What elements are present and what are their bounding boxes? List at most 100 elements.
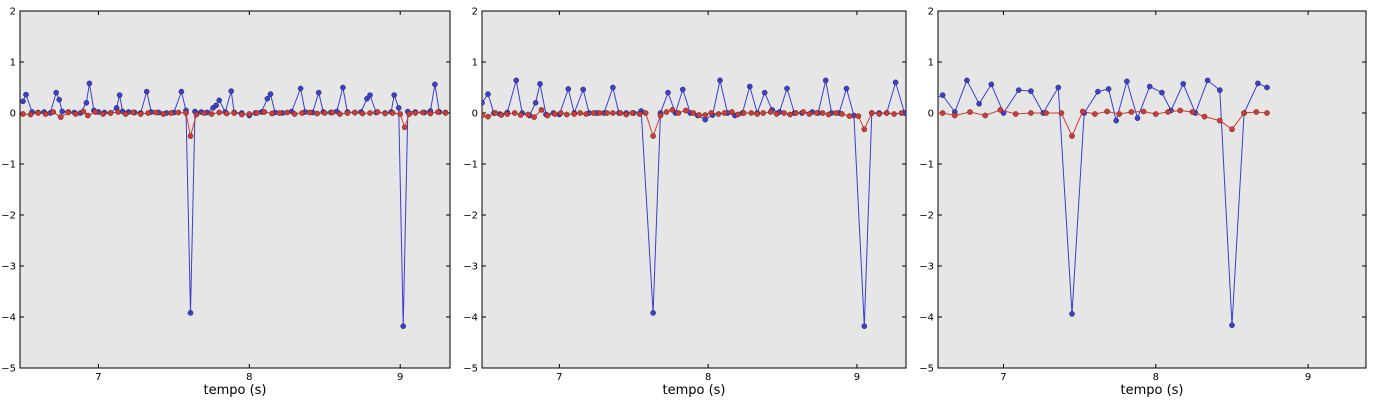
data-point-red xyxy=(145,110,151,116)
data-point-blue xyxy=(1124,78,1130,85)
data-point-red xyxy=(299,110,305,116)
data-point-blue xyxy=(580,86,587,93)
data-point-red xyxy=(729,109,735,115)
data-point-blue xyxy=(1264,84,1270,91)
data-point-red xyxy=(952,112,958,119)
data-point-blue xyxy=(364,95,370,102)
data-point-red xyxy=(238,111,245,118)
data-point-red xyxy=(531,114,537,120)
data-point-blue xyxy=(56,96,63,103)
data-point-red xyxy=(352,109,358,116)
data-point-blue xyxy=(116,92,123,98)
data-point-red xyxy=(216,109,222,116)
data-point-red xyxy=(754,111,761,117)
data-point-red xyxy=(359,110,366,117)
data-point-red xyxy=(1116,111,1123,117)
data-point-red xyxy=(702,112,709,118)
data-point-red xyxy=(115,109,121,115)
plot-area xyxy=(481,10,907,369)
data-point-red xyxy=(427,110,434,117)
data-point-blue xyxy=(1055,84,1062,91)
data-point-blue xyxy=(717,77,723,84)
data-point-red xyxy=(1165,109,1171,115)
data-point-red xyxy=(160,111,167,117)
data-point-red xyxy=(329,109,336,116)
data-point-red xyxy=(254,110,260,116)
data-point-red xyxy=(187,133,194,139)
y-tick-label: −1 xyxy=(1,160,16,171)
data-point-red xyxy=(482,112,485,119)
data-point-red xyxy=(748,110,755,116)
y-tick-label: −3 xyxy=(1,262,16,273)
data-point-blue xyxy=(1229,322,1235,329)
data-point-red xyxy=(650,133,656,139)
chart-panel-1: 2 1 0 −1 −2 −3 −4 −5 7 8 9 tempo (s) xyxy=(1,7,451,398)
data-point-red xyxy=(1153,111,1159,117)
data-point-red xyxy=(65,109,72,116)
y-tick-label: −3 xyxy=(919,262,934,273)
x-tick-label: 8 xyxy=(1153,372,1159,383)
data-point-red xyxy=(690,110,697,116)
data-point-blue xyxy=(988,81,995,88)
data-point-red xyxy=(696,112,703,118)
data-point-red xyxy=(130,109,136,116)
y-tick-label: 1 xyxy=(472,58,478,69)
data-point-red xyxy=(231,110,237,116)
y-tick-label: −2 xyxy=(463,211,478,222)
data-point-blue xyxy=(264,95,271,102)
chart-panel-2: 2 1 0 −1 −2 −3 −4 −5 7 8 9 tempo (s) xyxy=(463,7,907,398)
data-point-blue xyxy=(976,101,982,107)
data-point-blue xyxy=(1113,117,1119,124)
data-point-blue xyxy=(1180,81,1186,87)
series-line-blue xyxy=(482,80,905,327)
data-point-red xyxy=(922,110,927,115)
data-point-red xyxy=(107,110,114,116)
data-point-blue xyxy=(400,323,407,330)
data-point-red xyxy=(511,110,518,116)
data-point-red xyxy=(629,110,636,116)
data-point-blue xyxy=(680,86,686,93)
x-axis-label: tempo (s) xyxy=(1120,383,1183,398)
data-point-red xyxy=(1069,133,1075,139)
data-point-red xyxy=(1079,108,1086,115)
y-tick-label: −5 xyxy=(463,364,478,375)
data-point-red xyxy=(939,110,946,116)
data-point-red xyxy=(291,111,298,117)
y-tick-label: −1 xyxy=(919,160,934,171)
data-point-blue xyxy=(83,100,90,106)
data-point-red xyxy=(389,110,396,116)
data-point-red xyxy=(683,107,689,114)
data-point-blue xyxy=(964,77,970,84)
data-point-red xyxy=(92,109,99,115)
y-tick-label: −2 xyxy=(919,211,934,222)
data-point-red xyxy=(1012,111,1019,117)
data-point-red xyxy=(623,111,630,118)
data-point-blue xyxy=(485,91,491,97)
data-point-blue xyxy=(1028,88,1034,94)
data-point-red xyxy=(517,112,524,118)
data-point-blue xyxy=(20,98,26,105)
data-point-red xyxy=(1058,110,1065,116)
data-point-blue xyxy=(297,85,304,92)
data-point-red xyxy=(1092,111,1098,117)
data-point-red xyxy=(419,109,426,116)
data-point-red xyxy=(406,111,413,117)
data-point-red xyxy=(435,109,441,115)
data-point-red xyxy=(1043,110,1049,116)
data-point-red xyxy=(813,110,820,116)
plot-area xyxy=(937,10,1367,369)
data-point-red xyxy=(861,126,868,133)
data-point-red xyxy=(846,113,853,119)
data-point-blue xyxy=(1255,80,1261,87)
data-point-red xyxy=(891,111,897,117)
data-point-red xyxy=(1264,110,1270,116)
y-tick-label: −5 xyxy=(1,364,16,375)
data-point-red xyxy=(269,110,275,117)
data-point-blue xyxy=(1146,83,1153,90)
data-point-blue xyxy=(216,97,222,104)
data-point-red xyxy=(721,110,728,116)
data-point-red xyxy=(306,109,313,116)
y-tick-label: −4 xyxy=(919,313,934,324)
data-point-red xyxy=(201,110,207,116)
